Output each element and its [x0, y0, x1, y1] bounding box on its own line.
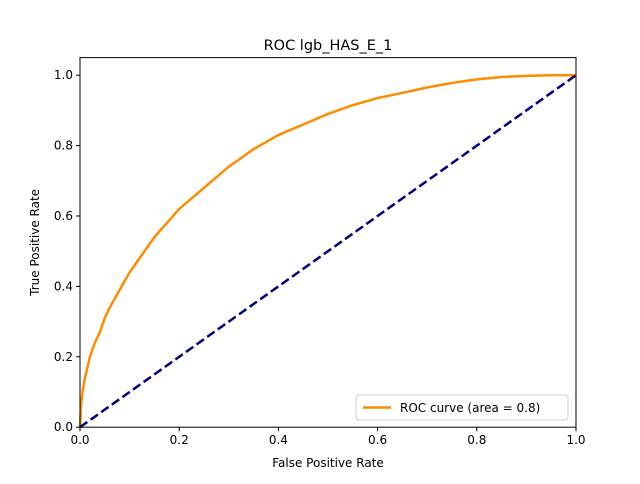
- x-axis-label: False Positive Rate: [272, 456, 384, 470]
- y-tick-label: 1.0: [54, 68, 73, 82]
- roc-curve-line: [78, 73, 576, 428]
- legend-label: ROC curve (area = 0.8): [400, 401, 540, 415]
- x-tick-label: 0.2: [170, 433, 189, 447]
- y-tick-label: 0.2: [54, 350, 73, 364]
- y-tick-label: 0.0: [54, 420, 73, 434]
- y-tick-label: 0.8: [54, 139, 73, 153]
- x-tick-label: 0.6: [368, 433, 387, 447]
- y-tick-label: 0.6: [54, 209, 73, 223]
- y-axis-label: True Positive Rate: [28, 189, 42, 297]
- x-tick-label: 1.0: [566, 433, 585, 447]
- x-tick-label: 0.8: [467, 433, 486, 447]
- legend: ROC curve (area = 0.8): [355, 394, 569, 421]
- axis-ticks: 0.0 0.2 0.4 0.6 0.8 1.0 0.0 0.2 0.4 0.6 0.8 1.0: [54, 68, 586, 447]
- x-tick-label: 0.4: [269, 433, 288, 447]
- x-tick-label: 0.0: [70, 433, 89, 447]
- legend-box: [355, 394, 569, 421]
- axes-frame: [79, 57, 577, 428]
- y-tick-label: 0.4: [54, 279, 73, 293]
- chart-title: ROC lgb_HAS_E_1: [264, 38, 393, 54]
- diagonal-reference-line: [79, 74, 577, 429]
- plot-area: [78, 73, 577, 429]
